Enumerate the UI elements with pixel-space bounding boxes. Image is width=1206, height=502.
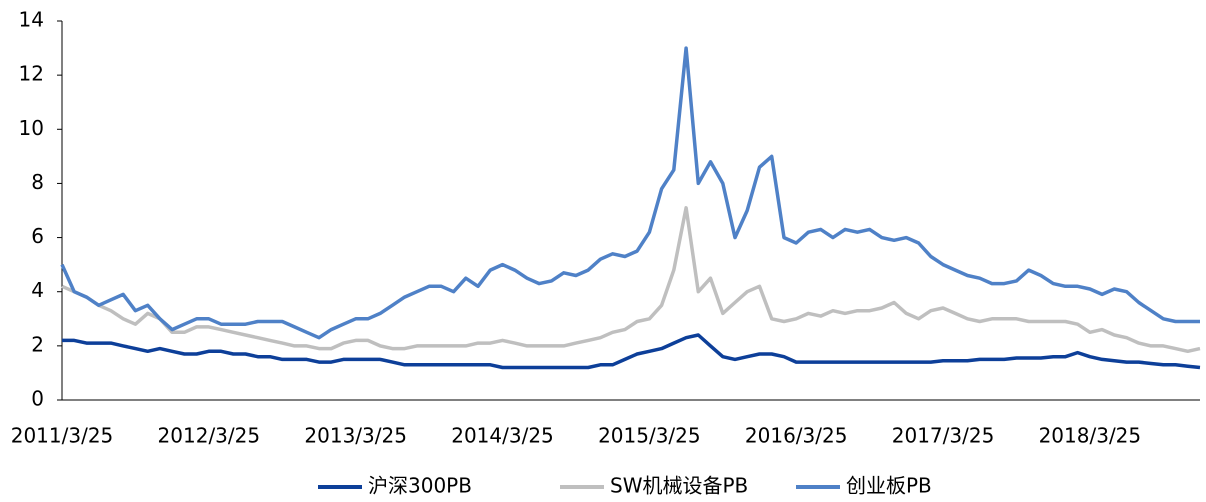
y-tick-label: 0 — [31, 387, 44, 411]
y-tick-label: 6 — [31, 224, 44, 248]
x-tick-label: 2015/3/25 — [598, 424, 701, 448]
y-tick-label: 2 — [31, 332, 44, 356]
x-tick-label: 2016/3/25 — [745, 424, 848, 448]
legend-label: 沪深300PB — [368, 474, 472, 498]
series-line — [60, 46, 1200, 340]
x-tick-label: 2011/3/25 — [11, 424, 114, 448]
y-tick-label: 8 — [31, 170, 44, 194]
series-line — [61, 206, 1201, 354]
legend-label: 创业板PB — [846, 474, 932, 498]
series-line — [62, 333, 1201, 370]
y-tick-label: 14 — [19, 8, 44, 32]
y-tick-label: 10 — [19, 116, 44, 140]
x-tick-label: 2014/3/25 — [451, 424, 554, 448]
x-tick-label: 2018/3/25 — [1039, 424, 1142, 448]
y-tick-label: 12 — [19, 62, 44, 86]
x-tick-label: 2017/3/25 — [892, 424, 995, 448]
x-tick-label: 2013/3/25 — [304, 424, 407, 448]
y-tick-label: 4 — [31, 278, 44, 302]
legend-label: SW机械设备PB — [610, 474, 748, 498]
x-tick-label: 2012/3/25 — [158, 424, 261, 448]
